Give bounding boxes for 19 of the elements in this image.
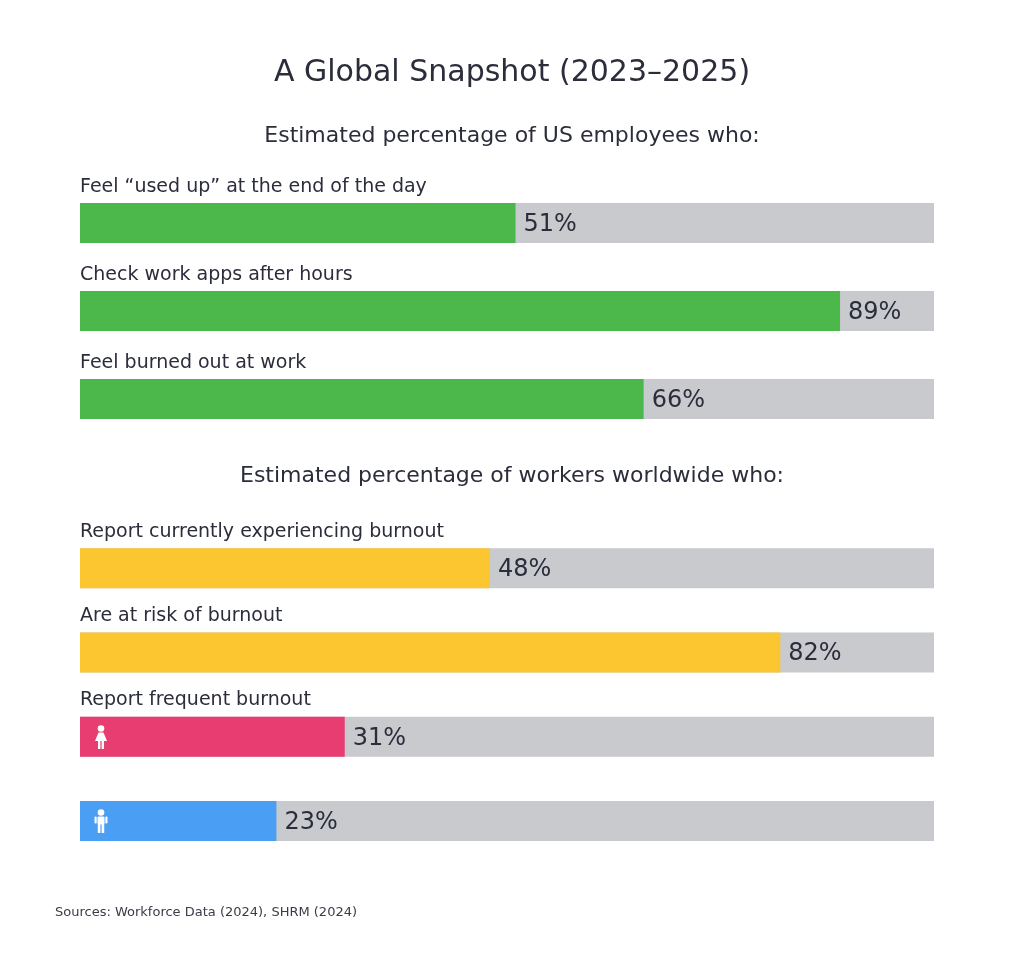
y-tick-label: Feel burned out at work: [80, 349, 307, 372]
chart-subtitle: Estimated percentage of US employees who:: [264, 121, 760, 147]
y-tick-label: Are at risk of burnout: [80, 602, 283, 625]
data-label: 51%: [523, 209, 577, 237]
data-label: 89%: [848, 297, 902, 325]
bar: [80, 716, 345, 757]
chart-subtitle: Estimated percentage of workers worldwide who:: [239, 461, 785, 487]
source-note: Sources: Workforce Data (2024), SHRM (2024): [55, 904, 358, 919]
data-label: 82%: [788, 638, 842, 667]
y-tick-label: Report frequent burnout: [80, 687, 311, 710]
y-tick-label: Check work apps after hours: [80, 261, 353, 284]
bar: [80, 801, 277, 842]
y-tick-label: Report currently experiencing burnout: [80, 518, 444, 541]
data-label: 31%: [352, 722, 407, 751]
data-label: 48%: [497, 554, 552, 583]
y-tick-label: Feel “used up” at the end of the day: [80, 173, 427, 196]
data-label: 66%: [651, 385, 705, 413]
chart-title: A Global Snapshot (2023–2025): [273, 52, 751, 88]
data-label: 23%: [284, 807, 338, 836]
